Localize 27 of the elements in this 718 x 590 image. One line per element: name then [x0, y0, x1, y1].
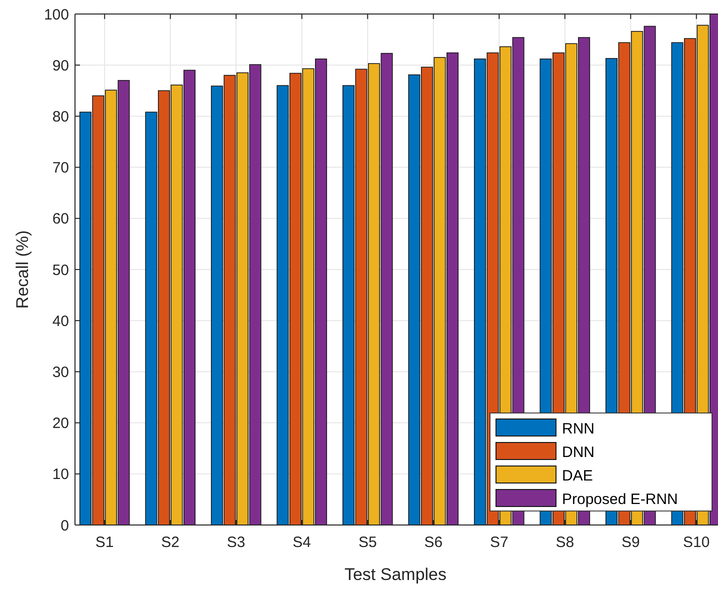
y-tick-label: 80 — [52, 108, 69, 126]
x-tick-label: S10 — [683, 534, 710, 551]
x-tick-label: S4 — [292, 534, 312, 551]
y-tick-label: 0 — [60, 517, 69, 534]
y-tick-label: 90 — [52, 57, 69, 74]
x-tick-label: S1 — [95, 534, 114, 551]
y-tick-label: 60 — [52, 210, 69, 228]
x-tick-label: S5 — [358, 534, 377, 551]
x-tick-label: S2 — [161, 534, 180, 551]
x-tick-label: S8 — [556, 534, 574, 551]
x-tick-label: S6 — [424, 534, 443, 551]
x-tick-label: S3 — [226, 534, 246, 551]
y-tick-label: 30 — [52, 364, 69, 381]
y-tick-label: 20 — [52, 415, 69, 432]
x-axis-title: Test Samples — [344, 565, 447, 584]
x-tick-label: S7 — [490, 534, 508, 551]
y-tick-label: 50 — [52, 262, 69, 279]
y-tick-label: 40 — [52, 312, 69, 330]
y-tick-label: 10 — [52, 466, 69, 484]
y-tick-label: 70 — [52, 160, 69, 177]
legend-label: DAE — [562, 467, 593, 484]
legend-label: Proposed E-RNN — [562, 490, 678, 508]
legend-label: DNN — [562, 444, 594, 461]
y-tick-label: 100 — [44, 6, 69, 24]
x-tick-label: S9 — [621, 534, 640, 551]
legend-label: RNN — [562, 420, 594, 438]
y-axis-title: Recall (%) — [13, 230, 32, 309]
